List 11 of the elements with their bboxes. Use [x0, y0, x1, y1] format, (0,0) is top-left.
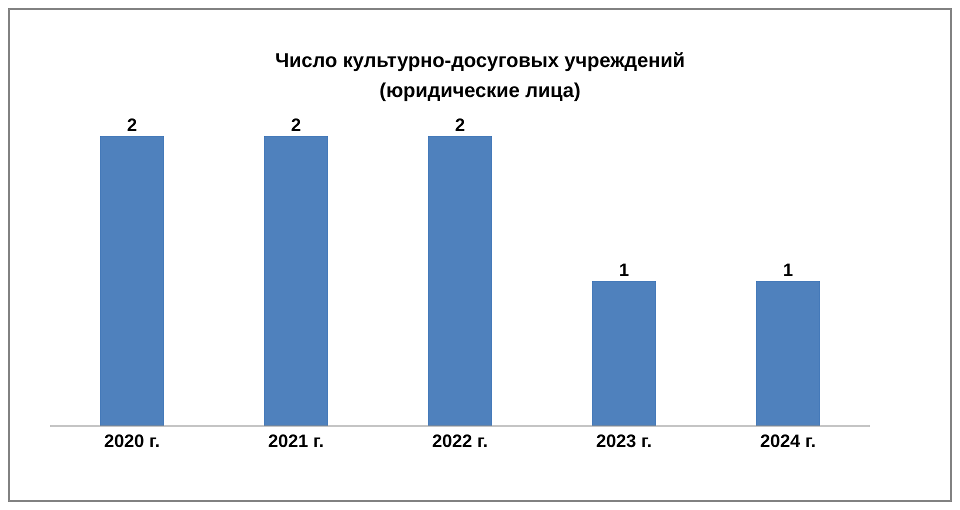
chart-title: Число культурно-досуговых учреждений (юридические лица): [274, 49, 686, 104]
data-label: 1: [618, 260, 630, 280]
data-label: 1: [782, 260, 794, 280]
data-label: 2: [126, 115, 138, 135]
x-tick-label: 2020 г.: [104, 430, 160, 451]
x-tick-label: 2023 г.: [596, 430, 652, 451]
data-label: 2: [454, 115, 466, 135]
data-label: 2: [290, 115, 302, 135]
x-tick-label: 2024 г.: [760, 430, 816, 451]
x-tick-label: 2021 г.: [268, 430, 324, 451]
x-tick-label: 2022 г.: [432, 430, 488, 451]
